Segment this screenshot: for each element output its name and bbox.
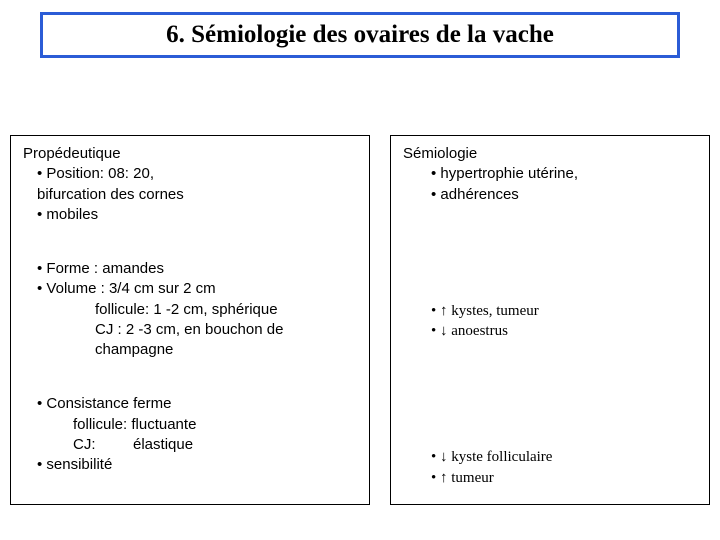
left-g2-l4: CJ : 2 -3 cm, en bouchon de — [23, 320, 357, 340]
left-g3-l2: follicule: fluctuante — [23, 415, 357, 435]
right-g1-l2: • adhérences — [403, 185, 697, 205]
left-group-2: • Forme : amandes • Volume : 3/4 cm sur … — [23, 259, 357, 360]
page-title: 6. Sémiologie des ovaires de la vache — [166, 21, 554, 48]
right-g3-l1: • ↓ kyste folliculaire — [403, 447, 697, 467]
left-g1-l1: • Position: 08: 20, — [23, 164, 357, 184]
right-g2-l2: • ↓ anoestrus — [403, 321, 697, 341]
left-g2-l3: follicule: 1 -2 cm, sphérique — [23, 300, 357, 320]
right-heading: Sémiologie — [403, 144, 697, 164]
right-g2-l1: • ↑ kystes, tumeur — [403, 301, 697, 321]
left-g2-l5: champagne — [23, 340, 357, 360]
left-g2-l2: • Volume : 3/4 cm sur 2 cm — [23, 279, 357, 299]
right-group-3: • ↓ kyste folliculaire • ↑ tumeur — [403, 375, 697, 488]
right-group-1: Sémiologie • hypertrophie utérine, • adh… — [403, 144, 697, 205]
left-g1-l2: bifurcation des cornes — [23, 185, 357, 205]
left-group-3: • Consistance ferme follicule: fluctuant… — [23, 394, 357, 475]
right-g1-l1: • hypertrophie utérine, — [403, 164, 697, 184]
left-g1-l3: • mobiles — [23, 205, 357, 225]
right-column: Sémiologie • hypertrophie utérine, • adh… — [390, 135, 710, 505]
title-box: 6. Sémiologie des ovaires de la vache — [40, 12, 680, 58]
left-g3-l4: • sensibilité — [23, 455, 357, 475]
right-group-2: • ↑ kystes, tumeur • ↓ anoestrus — [403, 239, 697, 342]
left-column: Propédeutique • Position: 08: 20, bifurc… — [10, 135, 370, 505]
left-g3-l3: CJ: élastique — [23, 435, 357, 455]
left-g3-l1: • Consistance ferme — [23, 394, 357, 414]
right-g3-l2: • ↑ tumeur — [403, 468, 697, 488]
left-group-1: Propédeutique • Position: 08: 20, bifurc… — [23, 144, 357, 225]
left-heading: Propédeutique — [23, 144, 357, 164]
left-g2-l1: • Forme : amandes — [23, 259, 357, 279]
